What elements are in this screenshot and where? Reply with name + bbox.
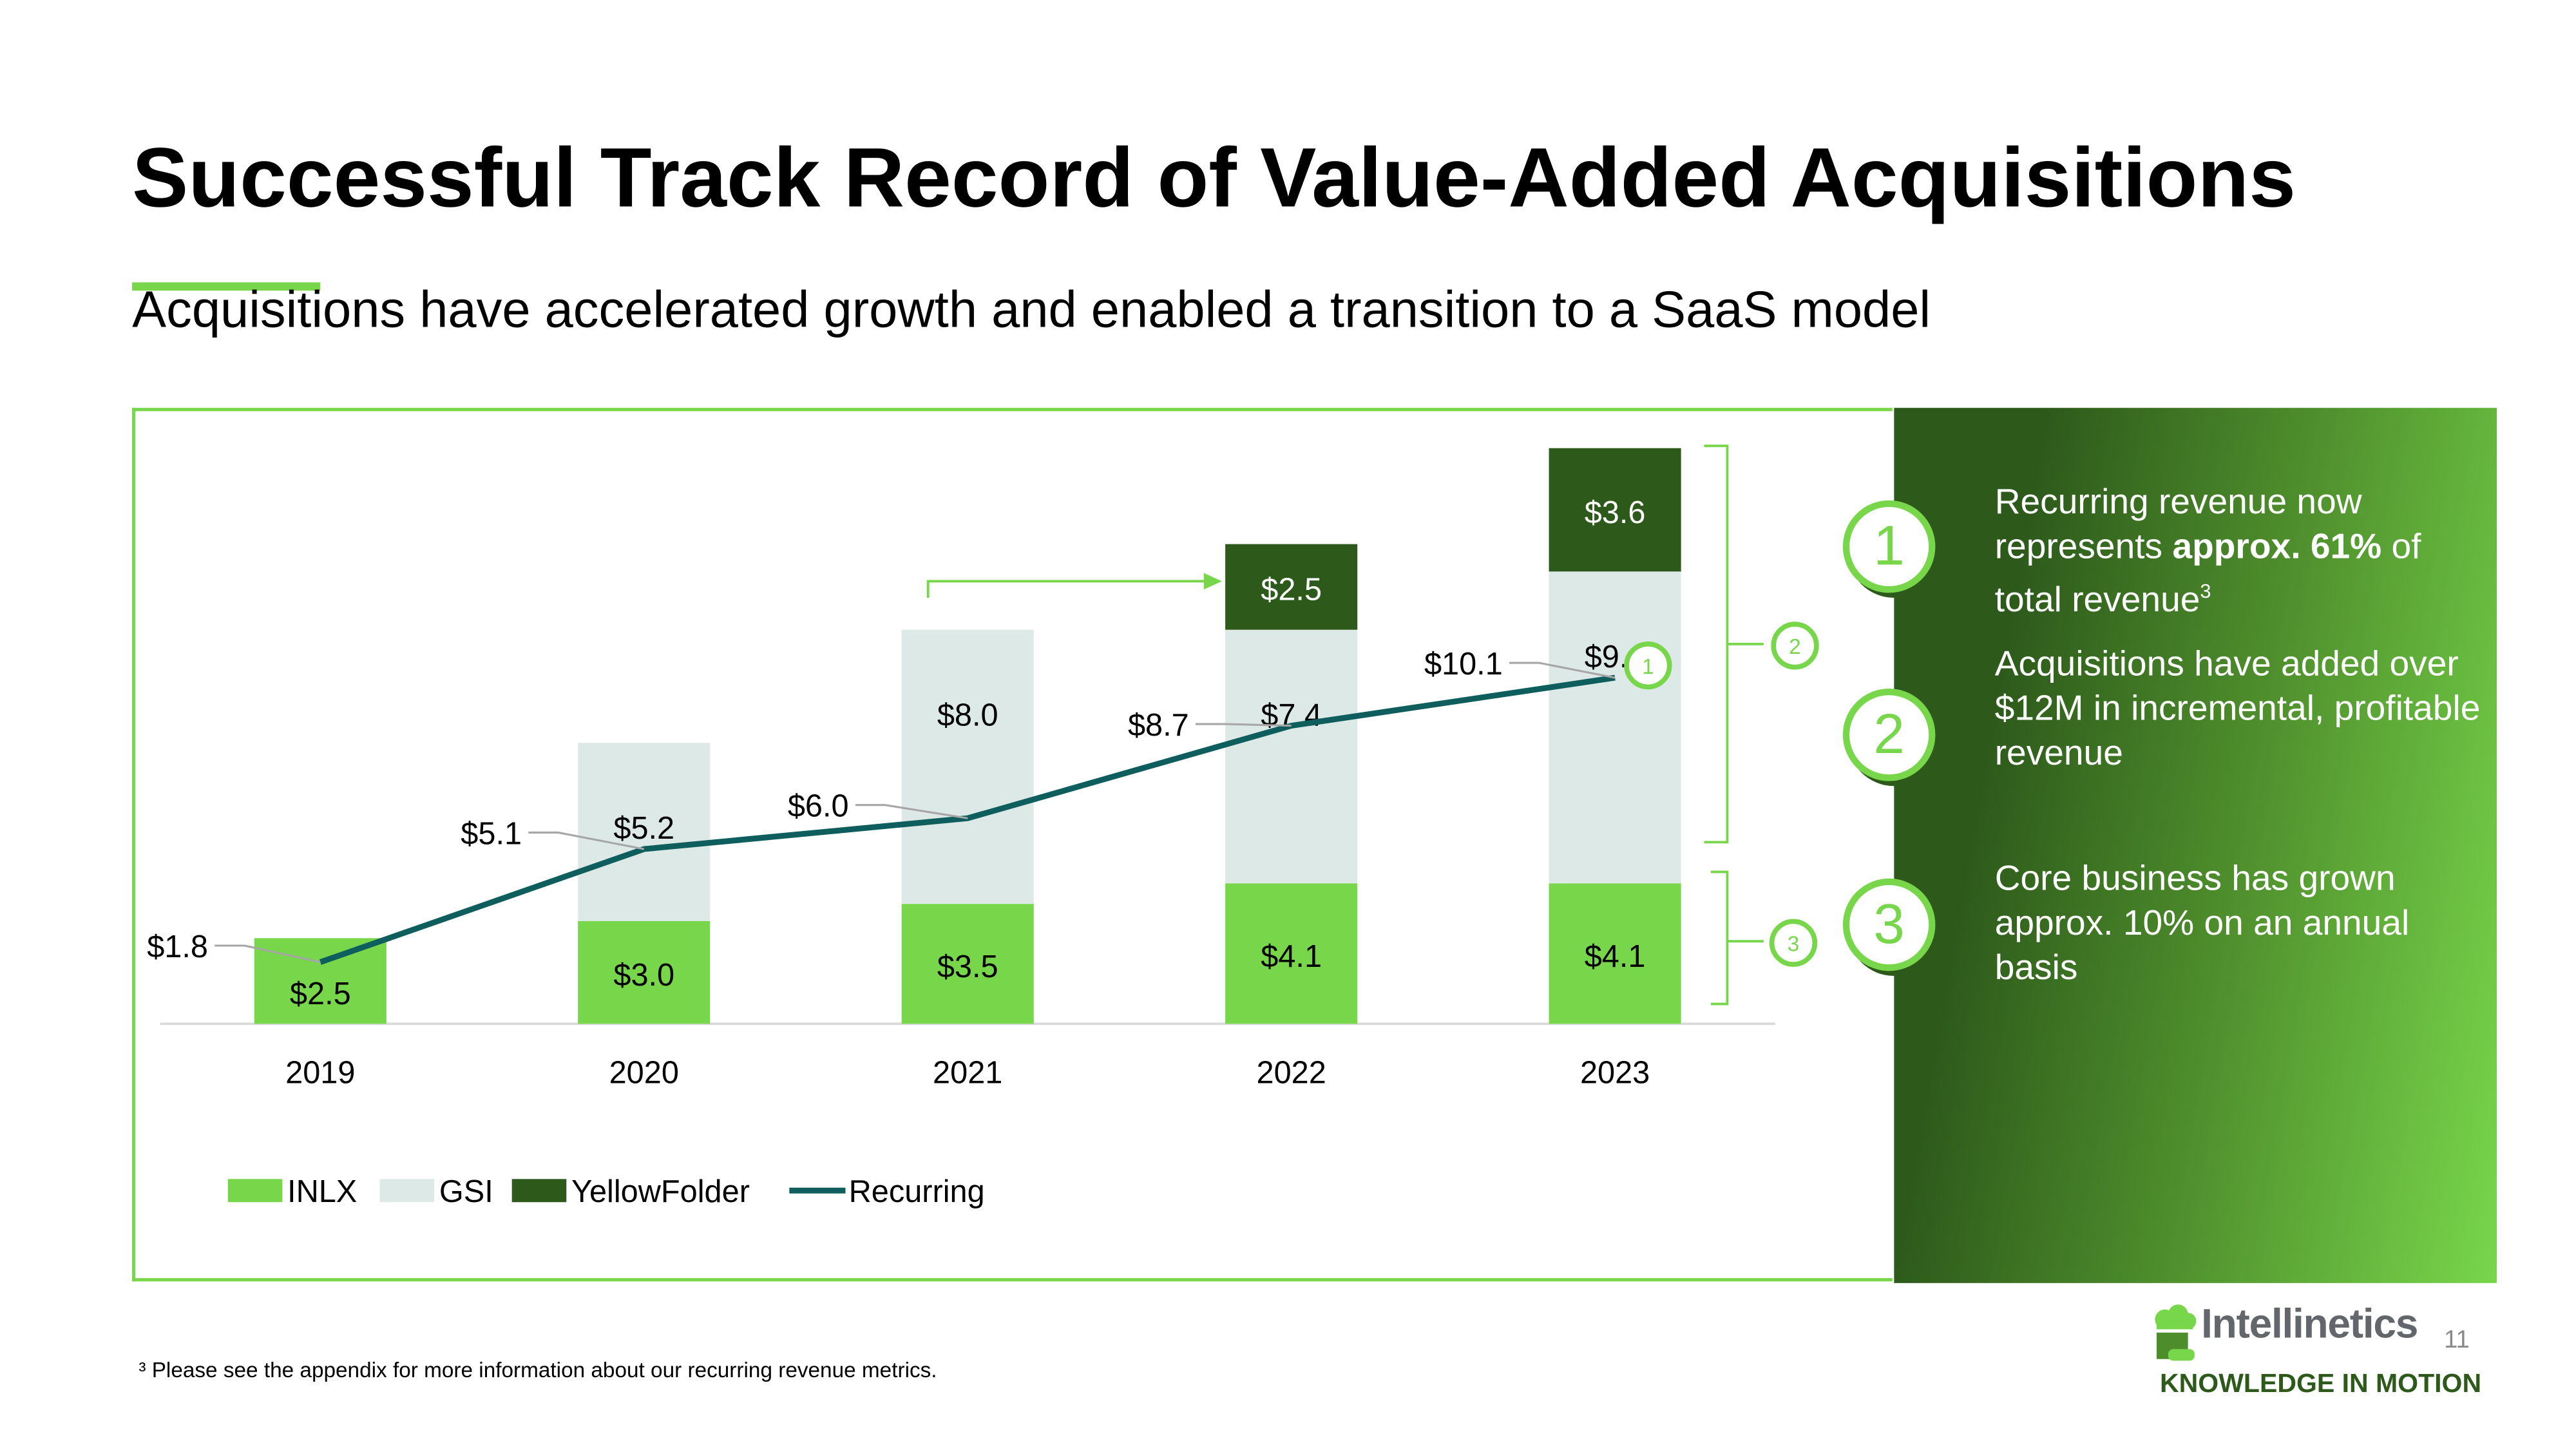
leader-line xyxy=(528,831,645,850)
recurring-label: $1.8 xyxy=(147,930,208,964)
bracket-acquisitions xyxy=(1704,444,1729,844)
bar-gsi-2020 xyxy=(578,743,711,921)
bar-inlx-2020 xyxy=(578,921,711,1024)
data-label: $4.1 xyxy=(1261,939,1322,974)
callout-circle-2 xyxy=(1771,622,1819,670)
page-number: 11 xyxy=(2443,1326,2470,1355)
legend-swatch-yellowfolder xyxy=(511,1179,567,1203)
callout-number: 1 xyxy=(1642,655,1654,679)
intellinetics-logo: Intellinetics xyxy=(2151,1301,2418,1372)
chart-frame xyxy=(132,408,1893,1282)
title-accent-bar xyxy=(132,282,321,291)
logo-icon xyxy=(2155,1304,2197,1361)
highlights-panel: Recurring revenue now represents approx.… xyxy=(1894,408,2497,1283)
highlight-1: Recurring revenue now represents approx.… xyxy=(1995,481,2490,623)
callout-circle-3 xyxy=(1769,919,1818,967)
footnote-ref: 3 xyxy=(2200,579,2211,603)
highlight-number-1: 1 xyxy=(1842,500,1936,593)
bar-gsi-2021 xyxy=(901,629,1034,904)
highlight-1-text: Recurring revenue now represents xyxy=(1994,482,2362,567)
leader-line xyxy=(215,944,321,964)
legend-swatch-inlx xyxy=(227,1179,283,1203)
page-title: Successful Track Record of Value-Added A… xyxy=(132,130,2296,225)
leader-line xyxy=(855,804,968,819)
recurring-label: $8.7 xyxy=(1128,708,1189,743)
data-label: $3.6 xyxy=(1585,495,1646,530)
x-tick-label: 2020 xyxy=(609,1056,679,1091)
arrow-head-icon xyxy=(1203,573,1222,590)
bar-yellowfolder-2023 xyxy=(1549,448,1681,572)
callout-number: 2 xyxy=(1789,635,1801,659)
footnote: ³ Please see the appendix for more infor… xyxy=(138,1357,937,1382)
bar-inlx-2022 xyxy=(1225,883,1358,1024)
acquisition-arrow xyxy=(926,580,1206,598)
callout-circle-1 xyxy=(1624,641,1672,690)
brand-name: Intellinetics xyxy=(2201,1301,2418,1348)
x-tick-label: 2022 xyxy=(1257,1056,1326,1091)
leader-line xyxy=(1195,723,1292,727)
bracket-core xyxy=(1710,870,1729,1006)
bar-yellowfolder-2022 xyxy=(1225,544,1358,630)
highlight-1-text-end: of total revenue xyxy=(1994,526,2421,620)
bar-inlx-2023 xyxy=(1549,883,1681,1024)
highlight-1-bold: approx. 61% xyxy=(2172,526,2382,567)
recurring-label: $6.0 xyxy=(788,789,849,824)
data-label: $3.5 xyxy=(937,949,998,984)
callout-number: 3 xyxy=(1788,933,1800,957)
legend-label: INLX xyxy=(287,1174,357,1209)
legend-swatch-gsi xyxy=(379,1179,435,1203)
highlight-2: Acquisitions have added over $12M in inc… xyxy=(1994,644,2481,773)
highlight-number-2: 2 xyxy=(1842,688,1936,781)
leader-line xyxy=(1509,662,1616,679)
legend-label: YellowFolder xyxy=(571,1174,750,1209)
highlight-number-3: 3 xyxy=(1842,878,1936,971)
recurring-label: $10.1 xyxy=(1424,647,1503,682)
x-tick-label: 2019 xyxy=(285,1056,355,1091)
x-tick-label: 2021 xyxy=(933,1056,1002,1091)
data-label: $4.1 xyxy=(1585,939,1646,974)
brand-tagline: KNOWLEDGE IN MOTION xyxy=(2160,1370,2482,1399)
data-label: $2.5 xyxy=(290,977,351,1011)
bar-gsi-2022 xyxy=(1225,629,1358,884)
data-label: $8.0 xyxy=(937,698,998,732)
legend-label: Recurring xyxy=(849,1174,985,1209)
data-label: $2.5 xyxy=(1261,573,1322,607)
legend-label: GSI xyxy=(439,1174,493,1209)
data-label: $3.0 xyxy=(613,958,674,993)
data-label: $5.2 xyxy=(613,811,674,846)
bar-gsi-2023 xyxy=(1549,571,1681,884)
recurring-label: $5.1 xyxy=(461,816,522,851)
bar-inlx-2021 xyxy=(901,904,1034,1024)
x-tick-label: 2023 xyxy=(1580,1056,1650,1091)
subtitle: Acquisitions have accelerated growth and… xyxy=(132,280,1931,339)
highlight-3: Core business has grown approx. 10% on a… xyxy=(1994,859,2410,987)
